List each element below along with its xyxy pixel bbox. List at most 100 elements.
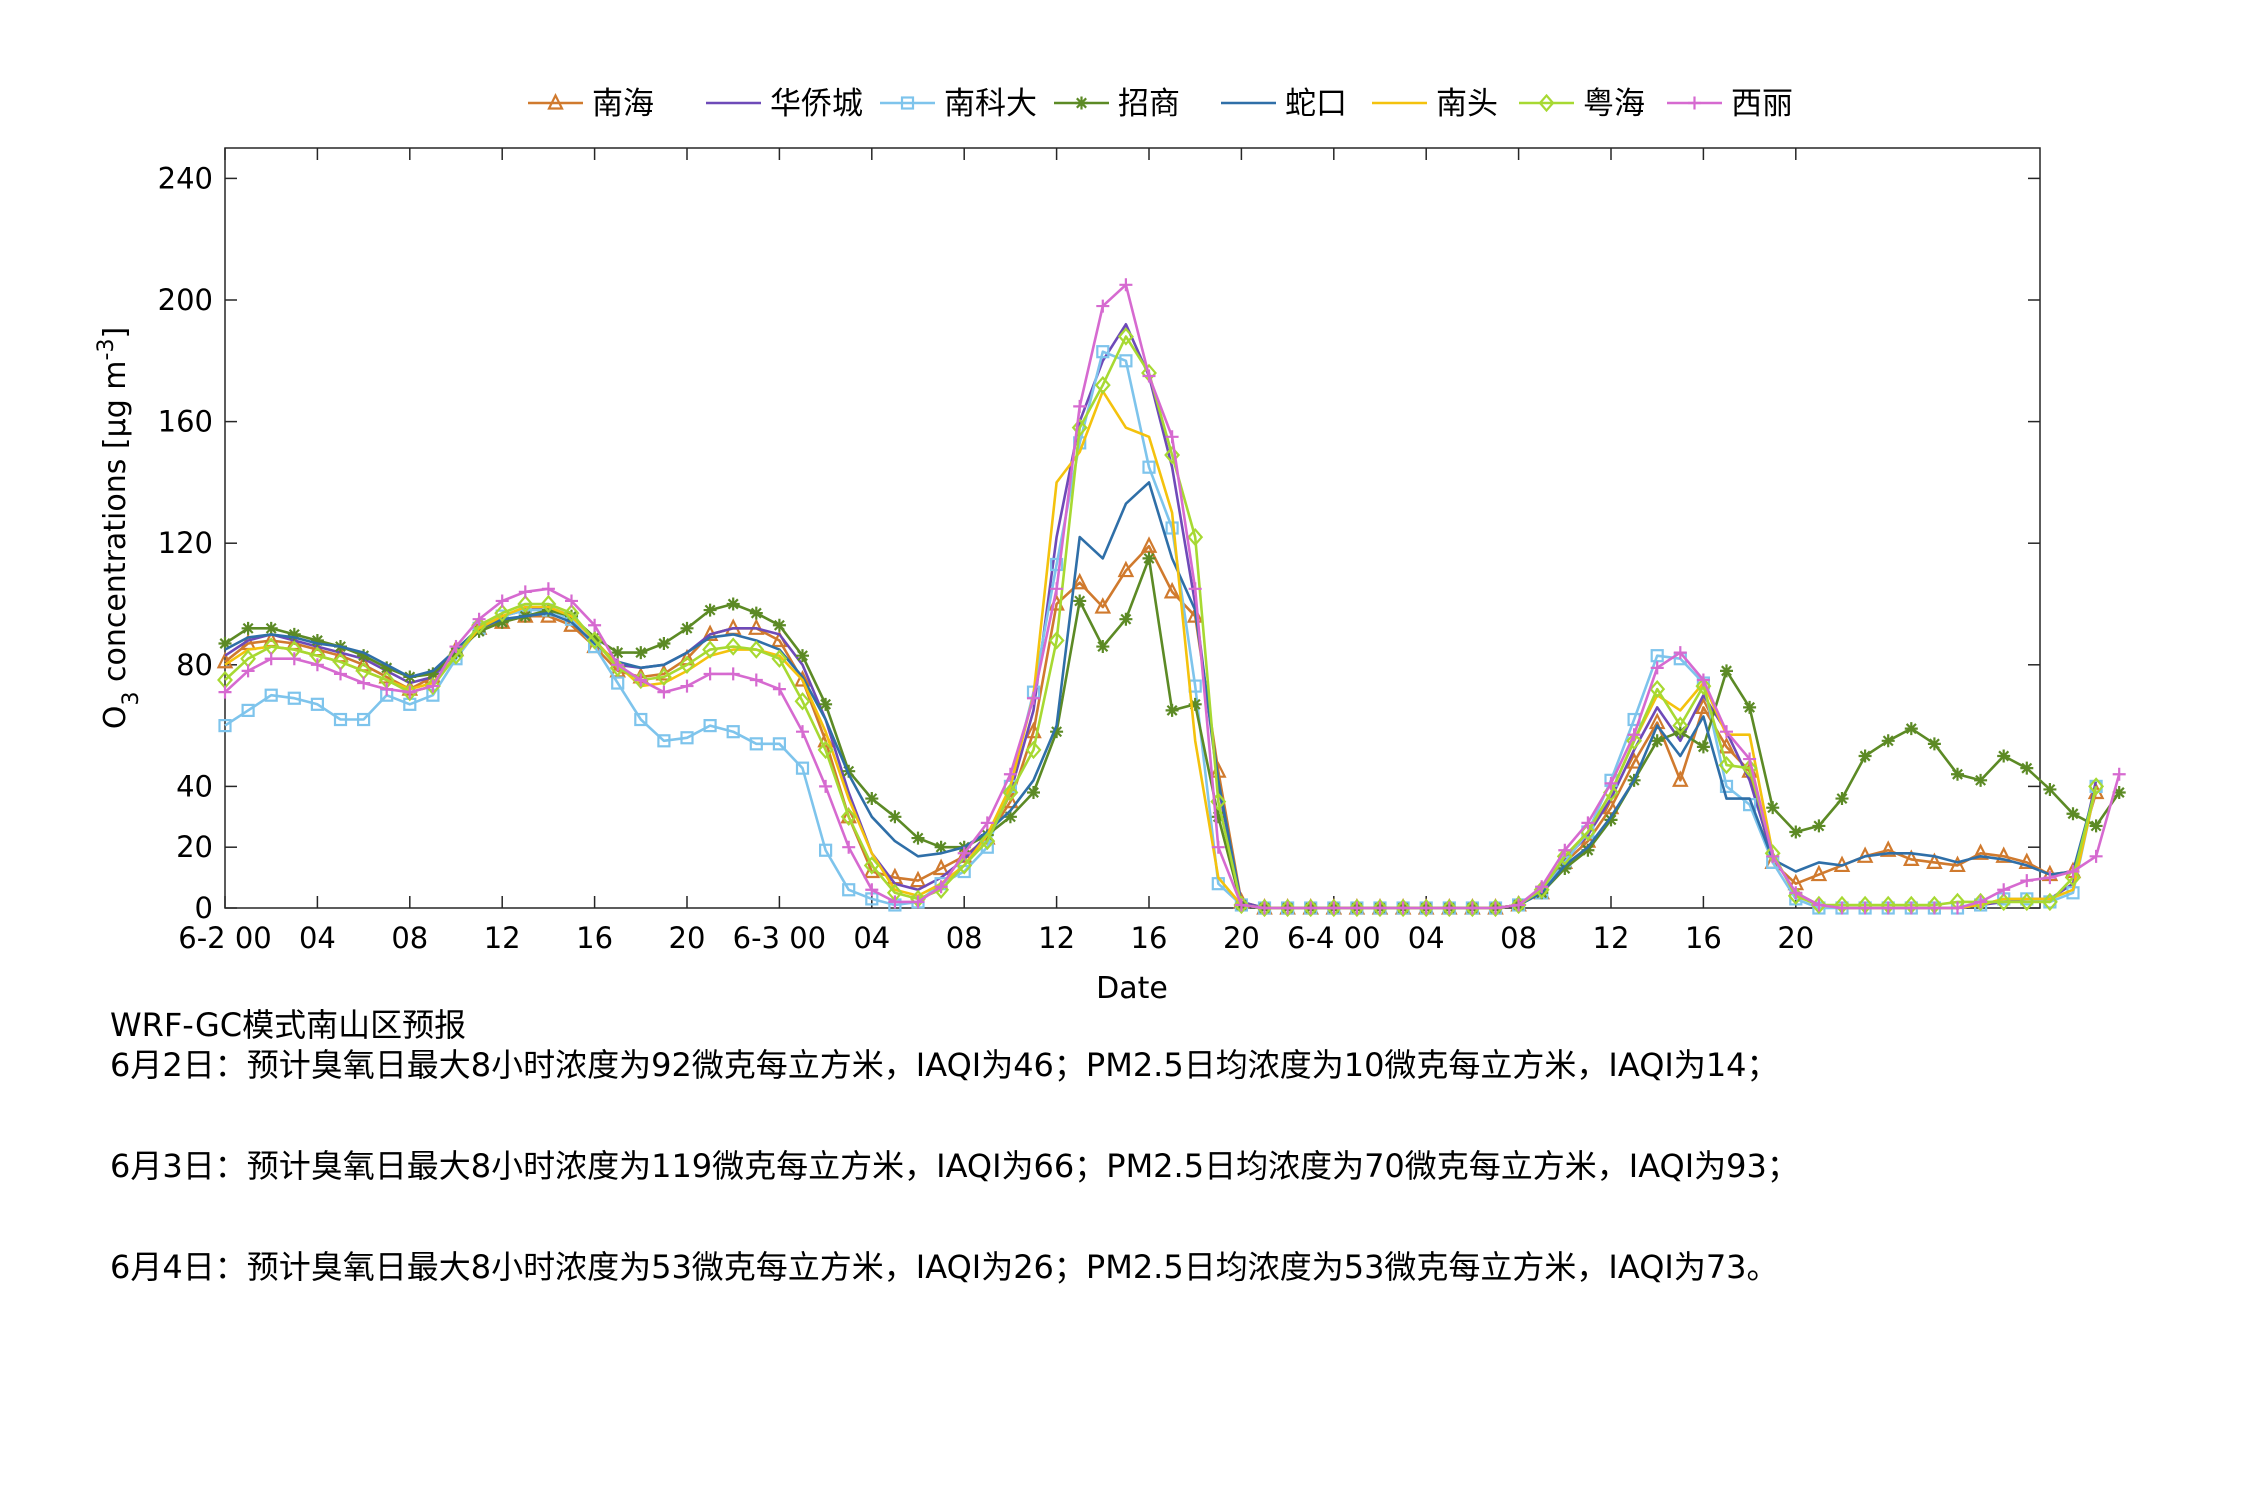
data-point — [865, 792, 879, 806]
data-point — [1302, 898, 1319, 918]
x-tick-label: 16 — [1131, 921, 1168, 955]
data-point — [218, 637, 232, 651]
series-5 — [224, 481, 2098, 910]
data-point — [1258, 901, 1271, 915]
data-point — [1904, 901, 1918, 915]
data-point — [1720, 725, 1733, 739]
data-point — [2043, 871, 2057, 885]
data-point — [1718, 755, 1735, 775]
data-point — [310, 633, 324, 647]
data-point — [1626, 731, 1643, 750]
data-point — [1071, 418, 1088, 437]
x-tick-label: 12 — [1593, 921, 1630, 955]
data-point — [957, 846, 971, 860]
data-point — [1743, 700, 1757, 714]
data-point — [1234, 898, 1248, 912]
data-point — [703, 603, 717, 617]
legend-label: 南头 — [1436, 86, 1498, 122]
data-point — [1558, 861, 1572, 875]
legend-label: 招商 — [1118, 86, 1180, 122]
data-point — [680, 621, 694, 635]
data-point — [264, 688, 278, 702]
data-point — [1695, 697, 1712, 714]
data-point — [1350, 901, 1364, 915]
y-tick-label: 200 — [158, 283, 213, 317]
data-point — [1650, 734, 1664, 748]
data-point — [218, 718, 232, 733]
x-tick-label: 20 — [669, 921, 706, 955]
data-point — [1094, 597, 1112, 614]
data-point — [796, 649, 809, 663]
data-point — [1602, 797, 1620, 815]
x-tick-label: 08 — [391, 921, 428, 955]
data-point — [588, 630, 602, 644]
data-point — [979, 831, 996, 851]
data-point — [1464, 898, 1481, 918]
data-point — [703, 718, 717, 733]
data-point — [472, 612, 486, 626]
data-point — [900, 96, 915, 110]
data-point — [1672, 716, 1689, 735]
data-point — [771, 649, 788, 668]
data-point — [1025, 740, 1042, 760]
data-point — [1281, 901, 1295, 915]
data-point — [611, 646, 625, 660]
data-point — [449, 640, 463, 654]
data-point — [1558, 843, 1572, 857]
legend-item-2: 华侨城 — [706, 86, 863, 122]
data-point — [1142, 551, 1156, 565]
data-point — [1050, 582, 1064, 596]
data-point — [611, 676, 625, 690]
data-point — [634, 673, 648, 687]
x-tick-label: 04 — [853, 921, 890, 955]
data-point — [1581, 816, 1595, 830]
data-point — [749, 606, 763, 620]
data-point — [1165, 703, 1179, 717]
data-point — [1441, 898, 1458, 918]
legend-item-4: 招商 — [1054, 86, 1180, 122]
legend-label: 南海 — [592, 86, 654, 122]
data-point — [2066, 807, 2080, 821]
data-point — [1279, 898, 1296, 918]
data-point — [794, 670, 811, 687]
data-point — [1719, 779, 1734, 794]
data-point — [1995, 846, 2012, 863]
notes-day-2: 6月3日：预计臭氧日最大8小时浓度为119微克每立方米，IAQI为66；PM2.… — [110, 1147, 1799, 1185]
data-point — [863, 856, 880, 875]
data-point — [334, 667, 347, 681]
y-tick-label: 80 — [176, 648, 213, 682]
data-point — [1949, 855, 1966, 873]
data-point — [287, 652, 301, 666]
legend-label: 西丽 — [1731, 86, 1793, 122]
data-point — [518, 585, 532, 599]
data-point — [1073, 399, 1087, 413]
data-point — [818, 843, 833, 857]
data-point — [1972, 843, 1989, 860]
data-point — [702, 640, 719, 659]
data-point — [1688, 96, 1701, 110]
data-point — [842, 840, 856, 854]
data-point — [1673, 646, 1687, 660]
data-point — [795, 761, 810, 775]
data-point — [1117, 560, 1135, 578]
data-point — [2066, 865, 2080, 879]
data-point — [1812, 898, 1826, 912]
data-point — [680, 731, 694, 745]
data-point — [1489, 901, 1502, 915]
x-tick-label: 6-3 00 — [733, 921, 827, 955]
data-point — [1535, 880, 1549, 894]
data-point — [1789, 886, 1803, 900]
data-point — [1625, 752, 1643, 769]
data-point — [264, 652, 278, 666]
data-point — [1164, 445, 1181, 465]
legend-label: 蛇口 — [1285, 86, 1347, 122]
data-point — [2089, 819, 2103, 833]
data-point — [840, 807, 857, 826]
data-point — [726, 725, 740, 739]
data-point — [1187, 527, 1204, 547]
notes-title: WRF-GC模式南山区预报 — [110, 1006, 467, 1044]
legend-item-1: 南海 — [528, 86, 654, 122]
data-point — [1812, 819, 1826, 833]
data-point — [680, 679, 694, 693]
legend-item-7: 粤海 — [1519, 86, 1645, 122]
